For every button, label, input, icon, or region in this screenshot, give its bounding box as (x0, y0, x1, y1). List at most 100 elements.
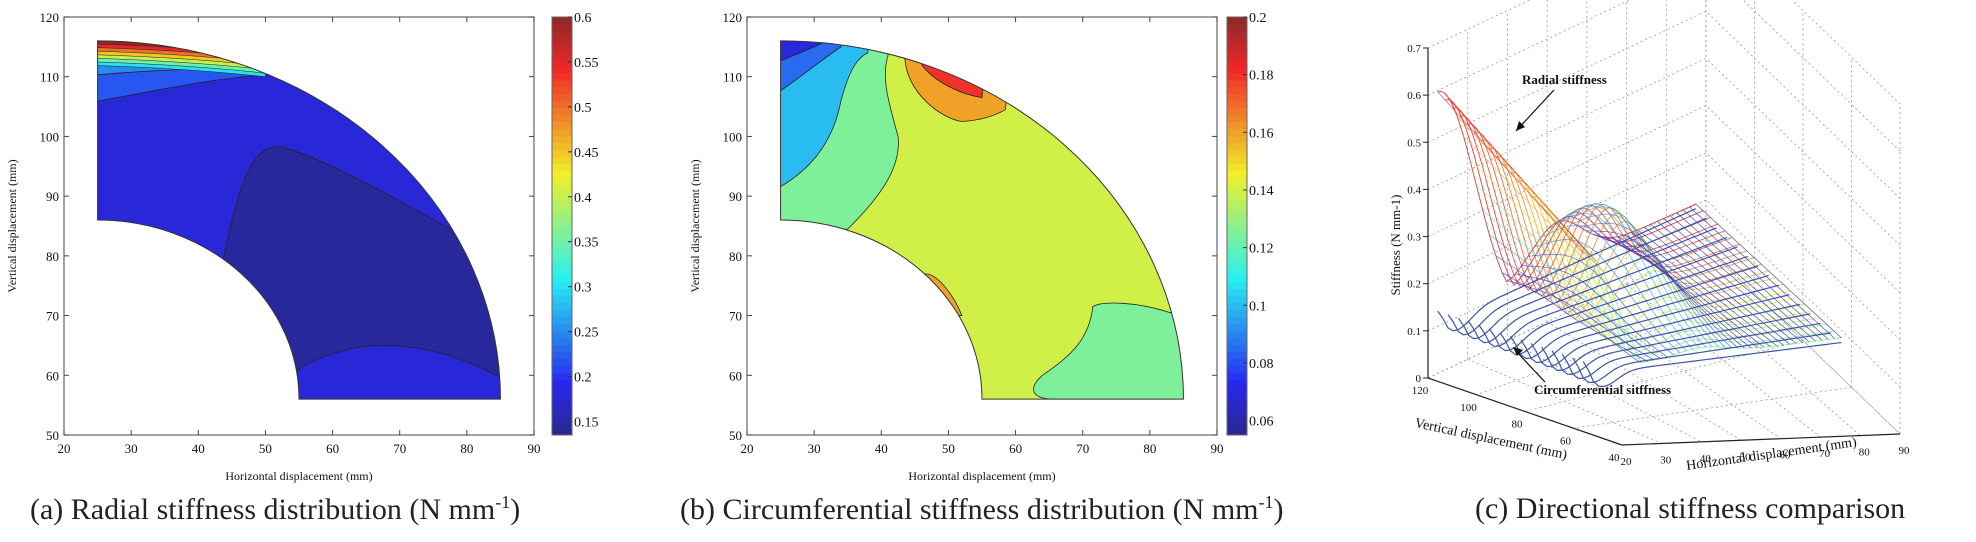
grid-line-z (1427, 199, 1901, 388)
arrow-head-circumferential (1513, 347, 1523, 356)
circumferential-mesh-line (1582, 341, 1842, 388)
colorbar-tick-label: 0.15 (574, 416, 599, 431)
colorbar-cell (552, 37, 572, 46)
colorbar-cell (552, 177, 572, 185)
colorbar-cell (1227, 239, 1247, 248)
y-axis-label: Vertical displacement (mm) (1413, 416, 1569, 463)
z-axis-label: Stiffness (N mm-1) (1388, 195, 1403, 296)
colorbar-cell (1227, 191, 1247, 199)
colorbar-cell (552, 365, 572, 373)
y-tick-label: 80 (46, 249, 59, 264)
z-tick-label: 0.3 (1407, 232, 1421, 244)
colorbar-cell (1227, 309, 1247, 318)
colorbar-frame (1226, 16, 1248, 436)
radial-mesh-line (1463, 136, 1610, 285)
colorbar-tick-label: 0.16 (1249, 126, 1274, 141)
arrow-head-radial (1516, 121, 1525, 131)
colorbar-cell (1227, 163, 1247, 171)
grid-line-x-floor (1626, 284, 1821, 438)
surface-radial (1437, 91, 1842, 363)
colorbar-cell (552, 281, 572, 290)
radial-mesh-line (1528, 253, 1674, 356)
x-tick-label: 70 (1819, 448, 1831, 460)
z-tick-label: 0.1 (1407, 326, 1421, 338)
colorbar-cell (552, 198, 572, 206)
colorbar-cell (552, 142, 572, 150)
y-tick-label: 60 (46, 368, 59, 383)
caption-c-text: (c) Directional stiffness comparison (1475, 492, 1906, 525)
annotation-circumferential: Circumferential sitffness (1534, 382, 1671, 397)
radial-mesh-line (1575, 244, 1835, 359)
colorbar-cell (1227, 281, 1247, 290)
colorbar-tick-label: 0.5 (574, 101, 592, 116)
colorbar-cell (1227, 260, 1247, 269)
y-tick-label: 60 (1560, 435, 1572, 447)
radial-mesh-line (1579, 222, 1726, 348)
colorbar-tick-label: 0.6 (574, 11, 592, 26)
colorbar-cell (552, 191, 572, 199)
colorbar-cell (1227, 17, 1247, 25)
colorbar-cell (1227, 330, 1247, 338)
colorbar-cell (552, 135, 572, 143)
x-tick-label: 80 (1859, 447, 1871, 459)
colorbar-cell (1227, 184, 1247, 192)
y-axis (1427, 377, 1623, 446)
colorbar-cell (1227, 170, 1247, 178)
y-tick-label: 90 (46, 189, 59, 204)
x-tick-label: 30 (125, 441, 138, 456)
grid-line-z (1427, 246, 1901, 435)
colorbar-cell (1227, 288, 1247, 297)
radial-mesh-line (1450, 100, 1597, 262)
colorbar-tick-label: 0.55 (574, 56, 599, 71)
y-axis-label: Vertical displacement (mm) (5, 159, 19, 292)
colorbar-tick-label: 0.2 (574, 371, 592, 386)
x-tick-label: 70 (1076, 441, 1089, 456)
plot-area-b: 20 30 40 50 60 70 80 90 50 60 70 80 90 100 110 120 Horiz… (688, 10, 1274, 483)
radial-mesh-line (1476, 185, 1623, 318)
colorbar-cell (1227, 414, 1247, 422)
caption-b-suffix: ) (1273, 493, 1284, 526)
colorbar-cell (552, 414, 572, 422)
colorbar-cell (552, 260, 572, 269)
grid-line-z (1427, 0, 1901, 152)
x-tick-label: 60 (1009, 441, 1022, 456)
radial-mesh-line (1573, 213, 1719, 348)
colorbar-cell (552, 428, 572, 436)
colorbar-cell (1227, 149, 1247, 157)
colorbar-cell (552, 65, 572, 74)
colorbar-cell (552, 30, 572, 39)
colorbar-cell (1227, 372, 1247, 380)
circumferential-mesh-line (1499, 265, 1759, 356)
colorbar-cell (1227, 121, 1247, 129)
radial-mesh-line (1547, 212, 1694, 350)
colorbar-cell (552, 156, 572, 164)
colorbar-tick-label: 0.1 (1249, 299, 1267, 314)
radial-mesh-line (1676, 212, 1823, 341)
radial-mesh-line (1553, 205, 1700, 349)
colorbar-cell (552, 58, 572, 67)
colorbar-cell (552, 121, 572, 129)
x-tick-label: 40 (192, 441, 205, 456)
colorbar-cell (1227, 253, 1247, 262)
colorbar-cell (1227, 51, 1247, 60)
radial-mesh-line (1586, 230, 1732, 348)
colorbar-cell (552, 51, 572, 60)
colorbar-cell (552, 253, 572, 262)
circumferential-mesh-line (1572, 332, 1832, 384)
colorbar-cell (552, 170, 572, 178)
x-tick-label: 50 (1740, 451, 1752, 463)
radial-mesh-line (1624, 234, 1771, 347)
colorbar-cell (1227, 274, 1247, 283)
colorbar-cell (552, 232, 572, 241)
x-axis-label: Horizontal displacement (mm) (225, 469, 372, 483)
colorbar-cell (552, 267, 572, 276)
colorbar-tick-label: 0.12 (1249, 242, 1274, 257)
circumferential-mesh-line (1447, 217, 1707, 336)
circumferential-mesh-line (1468, 236, 1728, 344)
colorbar-cell (1227, 205, 1247, 213)
caption-a: (a) Radial stiffness distribution (N mm-… (30, 492, 520, 527)
colorbar-cell (1227, 421, 1247, 429)
x-tick-label: 20 (1621, 456, 1633, 468)
colorbar-cell (552, 379, 572, 387)
colorbar-cell (1227, 267, 1247, 276)
